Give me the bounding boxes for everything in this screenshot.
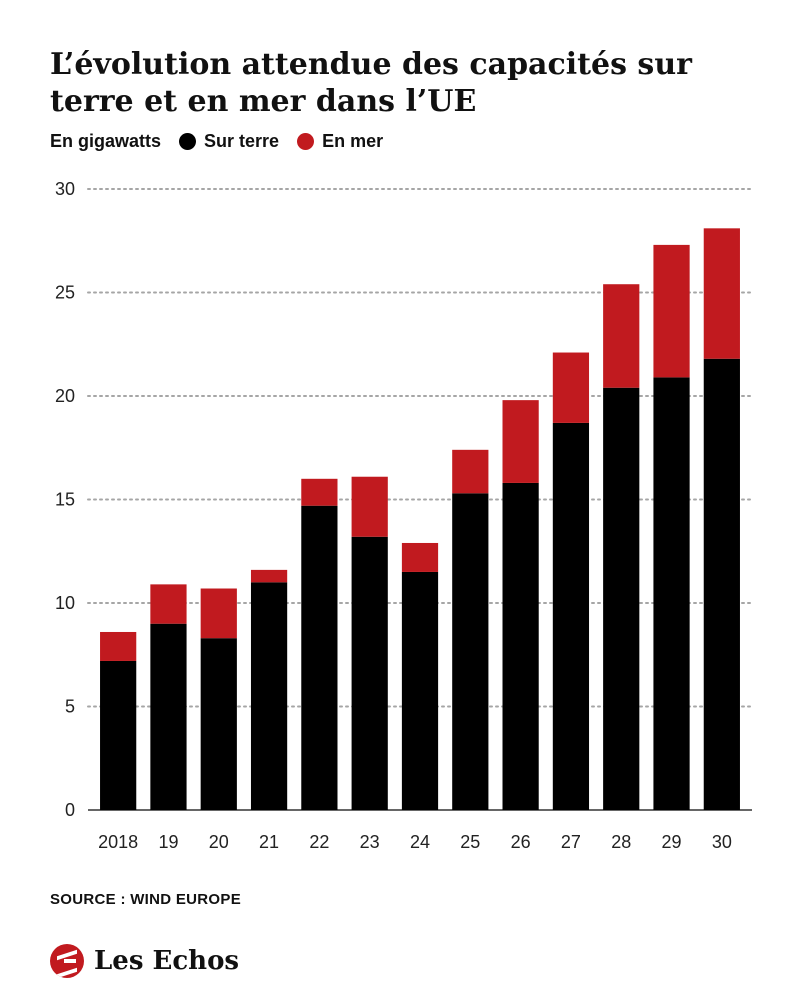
- y-tick-label: 0: [65, 800, 75, 820]
- x-tick-label: 23: [360, 832, 380, 852]
- bar-segment-en-mer: [603, 284, 640, 388]
- bar-segment-en-mer: [100, 631, 137, 661]
- y-tick-label: 25: [55, 283, 75, 303]
- x-tick-label: 28: [611, 832, 631, 852]
- legend-item-en-mer: En mer: [297, 131, 383, 152]
- source-note: SOURCE : WIND EUROPE: [50, 891, 242, 908]
- bar-segment-sur-terre: [603, 387, 640, 810]
- legend-item-sur-terre: Sur terre: [179, 131, 279, 152]
- x-tick-label: 21: [259, 832, 279, 852]
- bar-segment-sur-terre: [452, 493, 489, 810]
- bar-segment-sur-terre: [401, 571, 439, 810]
- bar-segment-en-mer: [301, 478, 338, 506]
- bars: [100, 228, 740, 810]
- bar-segment-sur-terre: [502, 482, 539, 810]
- legend-dot-en-mer: [297, 133, 315, 150]
- y-tick-label: 20: [55, 386, 75, 406]
- bar-segment-en-mer: [653, 244, 690, 378]
- bar-segment-en-mer: [200, 588, 237, 639]
- bar-segment-sur-terre: [150, 623, 187, 810]
- x-tick-label: 27: [561, 832, 581, 852]
- x-tick-label: 26: [511, 832, 531, 852]
- bar-segment-en-mer: [150, 584, 187, 624]
- bar-segment-sur-terre: [200, 638, 237, 810]
- x-tick-label: 19: [158, 832, 178, 852]
- bar-segment-en-mer: [502, 400, 539, 483]
- x-tick-label: 2018: [98, 832, 138, 852]
- bar-segment-sur-terre: [703, 358, 740, 810]
- legend: En gigawatts Sur terre En mer: [50, 131, 401, 152]
- chart-title: L’évolution attendue des capacités sur t…: [50, 47, 692, 119]
- bar-segment-en-mer: [552, 352, 590, 423]
- bar-segment-sur-terre: [552, 422, 590, 810]
- axis-labels: 0 5 10 15 20 25 30 2018 19 20 21 22 23 24 25 26 27 28 29 30: [55, 179, 732, 852]
- x-tick-label: 24: [410, 832, 430, 852]
- brand-name: Les Echos: [94, 946, 240, 976]
- unit-label: En gigawatts: [50, 131, 162, 151]
- bar-segment-en-mer: [351, 476, 388, 537]
- x-tick-label: 22: [309, 832, 329, 852]
- bar-segment-en-mer: [250, 569, 288, 583]
- bar-chart: 0 5 10 15 20 25 30 2018 19 20 21 22 23 24 25 26 27 28 29 30: [55, 179, 753, 852]
- legend-dot-sur-terre: [179, 133, 197, 150]
- x-tick-label: 20: [209, 832, 229, 852]
- bar-segment-sur-terre: [100, 660, 137, 810]
- y-tick-label: 15: [55, 490, 75, 510]
- les-echos-logo-icon: [50, 944, 84, 978]
- bar-segment-sur-terre: [351, 536, 388, 810]
- bar-segment-sur-terre: [653, 377, 690, 810]
- bar-segment-en-mer: [401, 542, 439, 572]
- bar-segment-sur-terre: [301, 505, 338, 810]
- x-tick-label: 29: [662, 832, 682, 852]
- legend-label-en-mer: En mer: [322, 131, 384, 151]
- bar-segment-en-mer: [452, 449, 489, 494]
- legend-label-sur-terre: Sur terre: [204, 131, 280, 151]
- brand-logo: Les Echos: [50, 944, 239, 978]
- x-tick-label: 30: [712, 832, 732, 852]
- y-tick-label: 5: [65, 697, 75, 717]
- y-tick-label: 10: [55, 593, 75, 613]
- x-tick-label: 25: [460, 832, 480, 852]
- bar-segment-en-mer: [703, 228, 740, 359]
- bar-segment-sur-terre: [250, 582, 288, 810]
- y-tick-label: 30: [55, 179, 75, 199]
